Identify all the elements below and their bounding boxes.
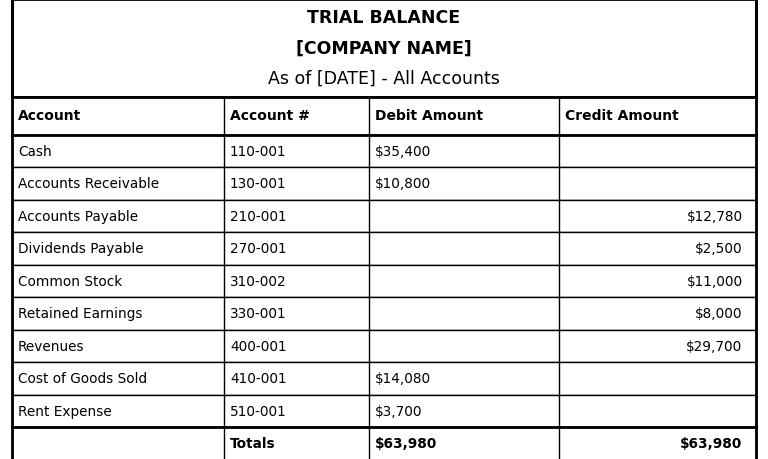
Text: $10,800: $10,800 — [375, 177, 432, 191]
Text: 400-001: 400-001 — [230, 339, 286, 353]
Text: 510-001: 510-001 — [230, 404, 286, 418]
Text: 210-001: 210-001 — [230, 209, 286, 223]
Text: As of [DATE] - All Accounts: As of [DATE] - All Accounts — [268, 70, 500, 88]
Bar — [12, 233, 756, 265]
Text: Retained Earnings: Retained Earnings — [18, 307, 143, 320]
Text: 410-001: 410-001 — [230, 371, 286, 386]
Text: $11,000: $11,000 — [687, 274, 743, 288]
Text: $63,980: $63,980 — [375, 437, 437, 450]
Bar — [12, 168, 756, 200]
Text: $29,700: $29,700 — [687, 339, 743, 353]
Text: Debit Amount: Debit Amount — [375, 109, 483, 123]
Text: Account #: Account # — [230, 109, 310, 123]
Bar — [12, 427, 756, 459]
Bar — [12, 297, 756, 330]
Text: Accounts Payable: Accounts Payable — [18, 209, 138, 223]
Text: $63,980: $63,980 — [680, 437, 743, 450]
Bar — [12, 97, 756, 135]
Text: Accounts Receivable: Accounts Receivable — [18, 177, 159, 191]
Text: TRIAL BALANCE: TRIAL BALANCE — [307, 9, 461, 27]
Bar — [12, 395, 756, 427]
Text: Account: Account — [18, 109, 81, 123]
Text: $14,080: $14,080 — [375, 371, 432, 386]
Text: [COMPANY NAME]: [COMPANY NAME] — [296, 39, 472, 57]
Text: $2,500: $2,500 — [695, 242, 743, 256]
Text: $3,700: $3,700 — [375, 404, 422, 418]
Text: Dividends Payable: Dividends Payable — [18, 242, 144, 256]
Text: Totals: Totals — [230, 437, 276, 450]
Bar — [12, 135, 756, 168]
Bar — [12, 362, 756, 395]
Text: Common Stock: Common Stock — [18, 274, 122, 288]
Text: 270-001: 270-001 — [230, 242, 286, 256]
Text: $12,780: $12,780 — [687, 209, 743, 223]
Text: Revenues: Revenues — [18, 339, 84, 353]
Text: Rent Expense: Rent Expense — [18, 404, 112, 418]
Text: $35,400: $35,400 — [375, 145, 432, 158]
Text: 130-001: 130-001 — [230, 177, 286, 191]
Text: 330-001: 330-001 — [230, 307, 286, 320]
Bar — [12, 0, 756, 97]
Text: 310-002: 310-002 — [230, 274, 286, 288]
Text: Credit Amount: Credit Amount — [564, 109, 679, 123]
Text: Cost of Goods Sold: Cost of Goods Sold — [18, 371, 147, 386]
Bar — [12, 265, 756, 297]
Bar — [12, 200, 756, 233]
Text: $8,000: $8,000 — [695, 307, 743, 320]
Text: Cash: Cash — [18, 145, 51, 158]
Text: 110-001: 110-001 — [230, 145, 286, 158]
Bar — [12, 330, 756, 362]
